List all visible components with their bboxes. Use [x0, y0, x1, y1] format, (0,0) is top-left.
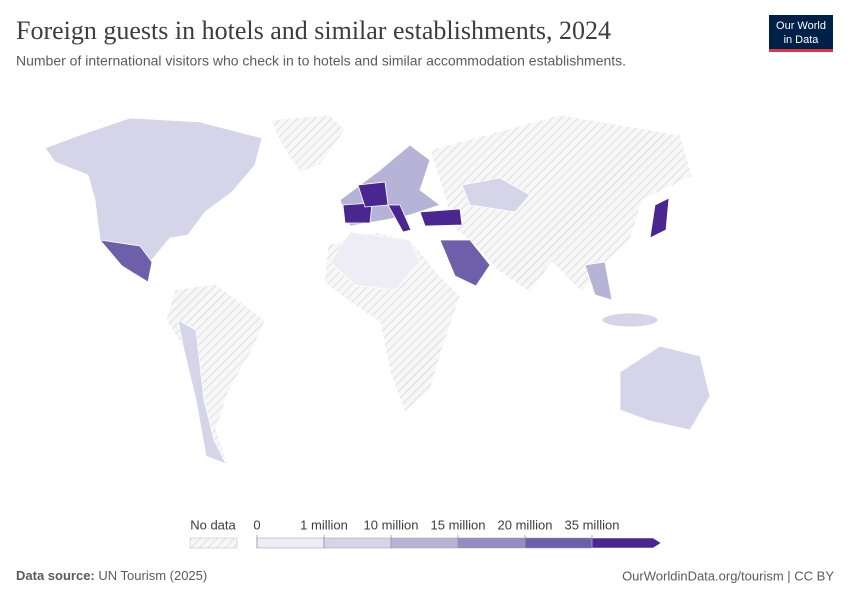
- north-america: [44, 117, 263, 263]
- logo-text: Our World: [776, 20, 826, 32]
- legend-bin: [524, 537, 593, 549]
- legend-tick-label: 1 million: [300, 517, 348, 532]
- spain: [342, 202, 373, 224]
- no-data-swatch: [189, 537, 238, 549]
- legend-bin: [256, 537, 325, 549]
- logo-box: [769, 15, 833, 51]
- japan: [649, 197, 670, 239]
- title: Foreign guests in hotels and similar est…: [16, 16, 611, 45]
- legend-tick-label: 0: [253, 517, 260, 532]
- asia: [429, 114, 693, 293]
- legend-bin: [457, 537, 526, 549]
- legend-tick-label: 20 million: [498, 517, 553, 532]
- southeast-asia: [584, 261, 613, 301]
- source-text: UN Tourism (2025): [98, 568, 207, 583]
- mexico: [99, 239, 153, 283]
- logo-stripe: [769, 49, 833, 52]
- world-map: [44, 114, 711, 466]
- saudi-arabia: [439, 239, 491, 287]
- source-label: Data source:: [16, 568, 95, 583]
- legend: No data 0 1 million 10 million 15 million 20…: [189, 517, 662, 549]
- logo-text: in Data: [784, 34, 820, 46]
- turkey: [419, 208, 463, 227]
- legend-bin: [390, 537, 459, 549]
- australia: [619, 345, 711, 431]
- italy: [387, 204, 412, 233]
- source: Data source: UN Tourism (2025): [16, 568, 207, 583]
- legend-tick-label: 35 million: [565, 517, 620, 532]
- legend-tick-label: 15 million: [431, 517, 486, 532]
- subtitle: Number of international visitors who che…: [16, 53, 626, 69]
- kazakhstan: [461, 177, 531, 213]
- legend-bin: [323, 537, 392, 549]
- greenland: [269, 114, 346, 173]
- south-america: [165, 283, 266, 466]
- url: OurWorldinData.org/tourism | CC BY: [622, 568, 834, 583]
- logo: Our World in Data: [769, 15, 833, 52]
- legend-tick-label: 10 million: [364, 517, 419, 532]
- chile-argentina: [177, 319, 227, 465]
- no-data-label: No data: [190, 517, 236, 532]
- indonesia: [601, 312, 659, 328]
- legend-bin: [591, 537, 662, 549]
- north-africa: [329, 231, 421, 291]
